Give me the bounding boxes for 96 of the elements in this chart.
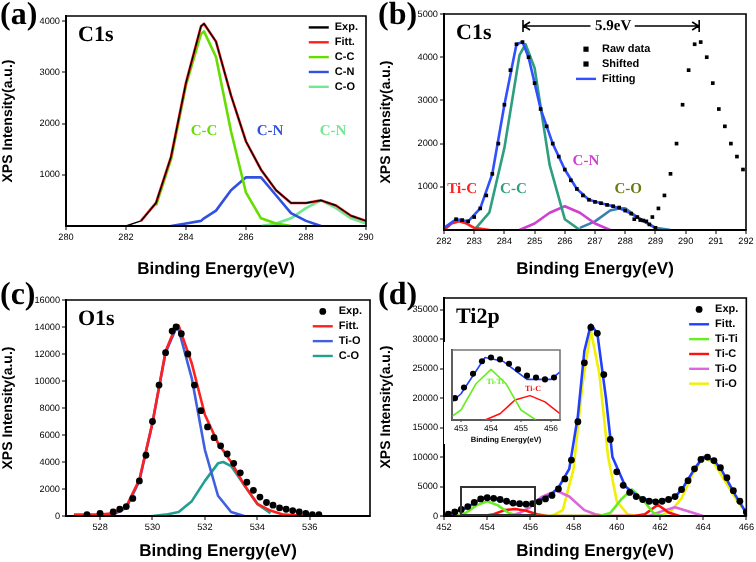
point — [541, 376, 549, 383]
annotation: Ti2p — [456, 304, 500, 329]
annotation: C1s — [78, 22, 115, 47]
point — [568, 456, 575, 464]
point — [470, 499, 478, 506]
chart-title: (b) — [378, 0, 418, 33]
point — [155, 381, 163, 389]
point — [505, 360, 513, 367]
point — [249, 486, 257, 494]
point — [197, 407, 205, 415]
point — [723, 474, 731, 482]
point — [452, 395, 459, 402]
point — [632, 493, 640, 500]
point — [243, 478, 251, 486]
point — [302, 509, 310, 516]
point — [523, 372, 531, 379]
point — [236, 469, 244, 477]
point — [626, 489, 634, 496]
chart-title: (d) — [378, 278, 418, 313]
point — [217, 442, 225, 450]
point — [129, 495, 137, 502]
point — [142, 451, 150, 459]
point — [116, 505, 124, 513]
point — [210, 434, 218, 442]
point — [469, 370, 477, 377]
point — [606, 436, 614, 443]
point — [550, 374, 558, 381]
point — [619, 481, 627, 489]
point — [184, 350, 192, 358]
point — [678, 486, 685, 493]
point — [295, 508, 303, 516]
point — [496, 356, 504, 363]
point — [555, 485, 562, 493]
point — [282, 505, 290, 513]
point — [122, 503, 130, 510]
point — [162, 349, 169, 357]
point — [516, 500, 523, 508]
x-axis-title: Binding Energy(eV) — [137, 258, 296, 279]
point — [658, 497, 666, 505]
annotation: O1s — [78, 306, 117, 331]
chart-title: (a) — [0, 0, 38, 33]
point — [451, 508, 459, 516]
point — [717, 464, 724, 472]
point — [532, 374, 540, 381]
point — [639, 496, 647, 503]
point — [697, 456, 705, 463]
point — [535, 498, 543, 506]
point — [593, 329, 601, 337]
point — [542, 495, 549, 503]
point — [223, 450, 231, 458]
point — [477, 495, 485, 503]
point — [509, 499, 517, 507]
point — [256, 493, 264, 501]
point — [487, 354, 495, 361]
point — [665, 496, 672, 503]
point — [177, 330, 185, 338]
point — [263, 499, 270, 506]
point — [522, 500, 530, 508]
point — [478, 358, 486, 365]
point — [460, 384, 468, 391]
point — [204, 423, 211, 431]
point — [613, 468, 621, 476]
point — [135, 477, 143, 485]
point — [289, 507, 297, 514]
point — [490, 494, 498, 502]
chart-title: (c) — [0, 278, 36, 313]
x-axis-title: Binding Energy(eV) — [139, 540, 298, 561]
point — [691, 465, 698, 473]
point — [191, 381, 198, 389]
point — [704, 453, 711, 461]
point — [269, 501, 277, 509]
point — [580, 359, 588, 367]
point — [230, 459, 238, 467]
point — [600, 371, 608, 378]
point — [496, 496, 504, 503]
point — [684, 477, 692, 485]
x-axis-title: Binding Energy(eV) — [516, 258, 675, 279]
point — [548, 491, 556, 499]
point — [574, 418, 582, 426]
point — [503, 497, 511, 505]
annotation: C1s — [456, 20, 493, 45]
point — [645, 497, 653, 505]
point — [736, 497, 744, 505]
point — [514, 366, 522, 373]
x-axis-title: Binding Energy(eV) — [516, 540, 675, 561]
point — [671, 493, 679, 500]
point — [483, 494, 491, 502]
point — [276, 504, 283, 512]
point — [652, 498, 660, 506]
point — [587, 324, 595, 331]
point — [149, 418, 156, 425]
point — [464, 503, 472, 510]
point — [710, 457, 718, 465]
point — [729, 487, 737, 495]
point — [561, 475, 569, 483]
point — [109, 508, 117, 516]
